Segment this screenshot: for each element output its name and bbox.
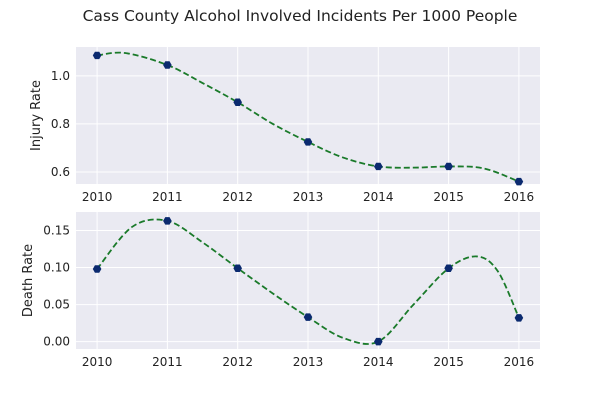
death-rate-x-tick-label: 2014 [363, 355, 394, 369]
injury-rate-x-tick-label: 2013 [293, 190, 324, 204]
death-rate-y-axis-label: Death Rate [21, 244, 36, 317]
death-rate-point-2014 [374, 337, 383, 346]
injury-rate-x-tick-label: 2014 [363, 190, 394, 204]
death-rate-x-tick-label: 2011 [152, 355, 183, 369]
injury-rate-x-ticks: 2010 2011 2012 2013 2014 2015 2016 [82, 190, 534, 204]
death-rate-y-tick-label: 0.00 [43, 335, 70, 349]
death-rate-markers [92, 217, 524, 346]
death-rate-point-2013 [303, 313, 313, 321]
death-rate-y-ticks: 0.00 0.05 0.10 0.15 [43, 224, 70, 349]
death-rate-y-tick-label: 0.10 [43, 261, 70, 275]
injury-rate-x-tick-label: 2010 [82, 190, 113, 204]
injury-rate-point-2012 [233, 98, 242, 106]
injury-rate-x-tick-label: 2016 [504, 190, 535, 204]
injury-rate-x-tick-label: 2012 [222, 190, 253, 204]
death-rate-y-tick-label: 0.05 [43, 298, 70, 312]
injury-rate-panel: 0.6 0.8 1.0 2010 2011 2012 2013 2014 2015 2016 I… [29, 47, 540, 204]
death-rate-x-tick-label: 2010 [82, 355, 113, 369]
injury-rate-point-2010 [92, 51, 102, 60]
death-rate-x-tick-label: 2013 [293, 355, 324, 369]
injury-rate-y-tick-label: 1.0 [51, 69, 70, 83]
death-rate-x-tick-label: 2015 [433, 355, 464, 369]
death-rate-grid [76, 212, 540, 349]
death-rate-y-tick-label: 0.15 [43, 224, 70, 238]
death-rate-x-ticks: 2010 2011 2012 2013 2014 2015 2016 [82, 355, 534, 369]
injury-rate-y-ticks: 0.6 0.8 1.0 [51, 69, 70, 179]
injury-rate-x-tick-label: 2011 [152, 190, 183, 204]
death-rate-panel: 0.000.050.100.15 2010 2011 2012 2013 2014 201… [21, 212, 540, 369]
figure-title: Cass County Alcohol Involved Incidents P… [83, 7, 518, 25]
death-rate-point-2011 [163, 217, 172, 225]
death-rate-x-tick-label: 2016 [504, 355, 535, 369]
death-rate-point-2015 [444, 264, 453, 272]
injury-rate-markers [92, 51, 524, 186]
death-rate-point-2016 [514, 314, 524, 322]
injury-rate-y-axis-label: Injury Rate [29, 80, 44, 151]
injury-rate-y-tick-label: 0.6 [51, 165, 70, 179]
injury-rate-x-tick-label: 2015 [433, 190, 464, 204]
injury-rate-y-tick-label: 0.8 [51, 117, 70, 131]
injury-rate-point-2015 [444, 162, 453, 171]
death-rate-point-2012 [233, 264, 242, 272]
injury-rate-point-2011 [163, 61, 172, 69]
injury-rate-point-2016 [514, 177, 524, 186]
death-rate-x-tick-label: 2012 [222, 355, 253, 369]
injury-rate-point-2014 [374, 162, 383, 171]
death-rate-point-2010 [92, 265, 102, 273]
injury-rate-grid [76, 47, 540, 184]
injury-rate-point-2013 [303, 138, 313, 146]
